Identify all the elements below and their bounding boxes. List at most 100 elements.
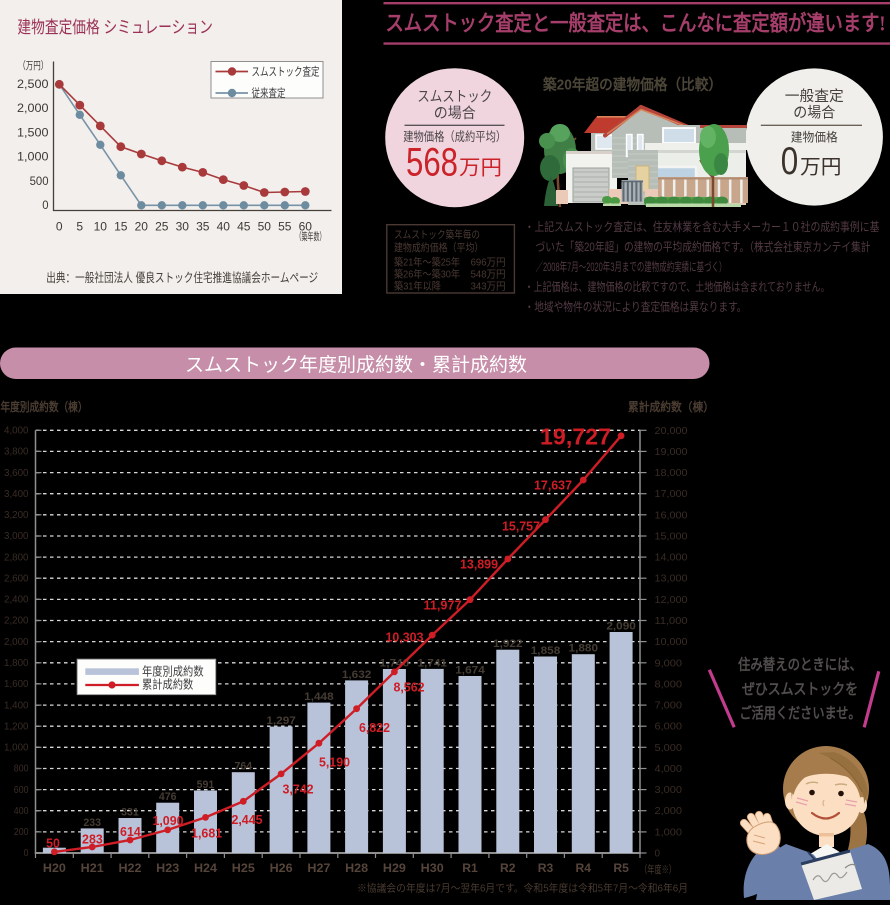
svg-text:づいた「築20年超」の建物の平均成約価格です。（株式会社東京: づいた「築20年超」の建物の平均成約価格です。（株式会社東京カンテイ集計	[536, 239, 871, 254]
svg-text:19,000: 19,000	[655, 446, 688, 458]
svg-text:17,000: 17,000	[655, 488, 688, 500]
svg-text:11,977: 11,977	[424, 598, 462, 613]
svg-text:3,200: 3,200	[4, 510, 29, 521]
svg-text:600: 600	[14, 785, 29, 796]
svg-text:万円: 万円	[459, 157, 502, 180]
svg-text:1,922: 1,922	[493, 638, 523, 650]
svg-text:5,000: 5,000	[655, 742, 683, 754]
svg-text:2,000: 2,000	[655, 805, 683, 817]
svg-text:614: 614	[120, 824, 141, 839]
svg-text:11,000: 11,000	[655, 615, 688, 627]
svg-text:2,090: 2,090	[606, 621, 636, 633]
svg-text:スムストック査定: スムストック査定	[252, 65, 320, 79]
svg-text:55: 55	[278, 220, 292, 234]
svg-text:0: 0	[24, 848, 29, 859]
svg-text:R4: R4	[576, 861, 592, 875]
svg-text:（築年数）: （築年数）	[296, 230, 326, 243]
svg-text:・地域や物件の状況により査定価格は異なります。: ・地域や物件の状況により査定価格は異なります。	[525, 299, 747, 314]
svg-text:累計成約数: 累計成約数	[142, 677, 193, 692]
svg-text:・上記スムストック査定は、住友林業を含む大手メーカー１０社の: ・上記スムストック査定は、住友林業を含む大手メーカー１０社の成約事例に基	[525, 219, 880, 234]
svg-text:5,190: 5,190	[319, 755, 350, 770]
svg-text:3,000: 3,000	[655, 784, 683, 796]
svg-text:1,880: 1,880	[569, 643, 599, 655]
svg-text:8,562: 8,562	[393, 680, 424, 695]
svg-text:H29: H29	[383, 861, 406, 875]
svg-text:・上記価格は、建物価格の比較ですので、土地価格は含まれており: ・上記価格は、建物価格の比較ですので、土地価格は含まれておりません。	[525, 279, 830, 294]
svg-text:18,000: 18,000	[655, 467, 688, 479]
svg-text:25: 25	[155, 220, 169, 234]
svg-text:19,727: 19,727	[540, 424, 611, 450]
svg-text:1,740: 1,740	[380, 658, 410, 670]
svg-text:1,297: 1,297	[266, 715, 296, 727]
svg-text:1,090: 1,090	[152, 813, 183, 828]
svg-text:万円: 万円	[800, 157, 842, 179]
svg-text:12,000: 12,000	[655, 594, 688, 606]
svg-text:50: 50	[258, 220, 272, 234]
svg-text:R2: R2	[500, 861, 516, 875]
svg-text:H25: H25	[232, 861, 255, 875]
svg-text:2,200: 2,200	[4, 616, 29, 627]
svg-text:2,000: 2,000	[17, 103, 49, 115]
svg-text:0: 0	[42, 200, 48, 212]
svg-text:R5: R5	[613, 861, 629, 875]
svg-text:10,000: 10,000	[655, 636, 688, 648]
svg-text:233: 233	[83, 817, 101, 829]
svg-text:築26年～築30年: 築26年～築30年	[394, 268, 460, 281]
svg-text:2,600: 2,600	[4, 573, 29, 584]
svg-text:343万円: 343万円	[471, 281, 506, 293]
svg-text:15: 15	[114, 220, 128, 234]
svg-text:3,000: 3,000	[4, 531, 29, 542]
svg-text:1,400: 1,400	[4, 700, 29, 711]
svg-text:5: 5	[76, 220, 83, 234]
svg-text:の場合: の場合	[793, 105, 835, 122]
svg-text:年度別成約数（棟）: 年度別成約数（棟）	[1, 399, 88, 414]
svg-text:60: 60	[299, 220, 313, 234]
svg-text:15,757: 15,757	[502, 519, 540, 534]
svg-text:764: 764	[234, 761, 253, 773]
svg-text:1,200: 1,200	[4, 721, 29, 732]
svg-text:1,000: 1,000	[655, 826, 683, 838]
svg-text:ぜひスムストックを: ぜひスムストックを	[742, 681, 858, 698]
svg-text:40: 40	[217, 220, 231, 234]
svg-text:2,445: 2,445	[231, 812, 262, 827]
svg-text:8,000: 8,000	[655, 678, 683, 690]
svg-text:R3: R3	[538, 861, 554, 875]
svg-text:1,000: 1,000	[17, 152, 49, 164]
svg-text:45: 45	[237, 220, 251, 234]
svg-text:一般査定: 一般査定	[785, 88, 844, 105]
svg-text:2,500: 2,500	[17, 79, 49, 91]
svg-text:（万円）: （万円）	[18, 60, 48, 72]
svg-text:1,000: 1,000	[4, 743, 29, 754]
svg-text:建物価格（成約平均）: 建物価格（成約平均）	[403, 129, 506, 144]
svg-text:331: 331	[121, 807, 139, 819]
svg-text:H24: H24	[194, 861, 217, 875]
svg-text:400: 400	[14, 806, 29, 817]
svg-text:35: 35	[196, 220, 210, 234]
svg-text:476: 476	[159, 791, 177, 803]
svg-text:築20年超の建物価格（比較）: 築20年超の建物価格（比較）	[542, 76, 722, 94]
svg-text:6,822: 6,822	[359, 720, 390, 735]
svg-text:H26: H26	[270, 861, 293, 875]
svg-text:累計成約数（棟）: 累計成約数（棟）	[628, 399, 714, 414]
svg-text:スムストック築年毎の: スムストック築年毎の	[394, 228, 480, 241]
svg-text:1,500: 1,500	[17, 127, 49, 139]
svg-text:H28: H28	[345, 861, 368, 875]
svg-text:4,000: 4,000	[4, 426, 29, 437]
svg-text:20,000: 20,000	[655, 425, 688, 437]
svg-text:ご活用くださいませ。: ご活用くださいませ。	[740, 704, 861, 722]
svg-text:16,000: 16,000	[655, 509, 688, 521]
svg-text:（年度※）: （年度※）	[640, 863, 676, 876]
svg-text:※協議会の年度は7月～翌年6月です。令和5年度は令和5年7月: ※協議会の年度は7月～翌年6月です。令和5年度は令和5年7月～令和6年6月	[357, 882, 688, 895]
svg-text:15,000: 15,000	[655, 531, 688, 543]
svg-text:283: 283	[82, 832, 103, 847]
svg-text:H20: H20	[43, 861, 66, 875]
svg-text:3,600: 3,600	[4, 468, 29, 479]
svg-text:建物価格: 建物価格	[791, 130, 838, 145]
svg-text:568: 568	[406, 141, 458, 185]
svg-text:548万円: 548万円	[471, 269, 506, 281]
svg-text:建物成約価格（平均）: 建物成約価格（平均）	[394, 241, 483, 254]
svg-text:800: 800	[14, 764, 29, 775]
svg-text:1,681: 1,681	[191, 826, 222, 841]
svg-text:H30: H30	[421, 861, 444, 875]
svg-text:50: 50	[46, 836, 60, 851]
